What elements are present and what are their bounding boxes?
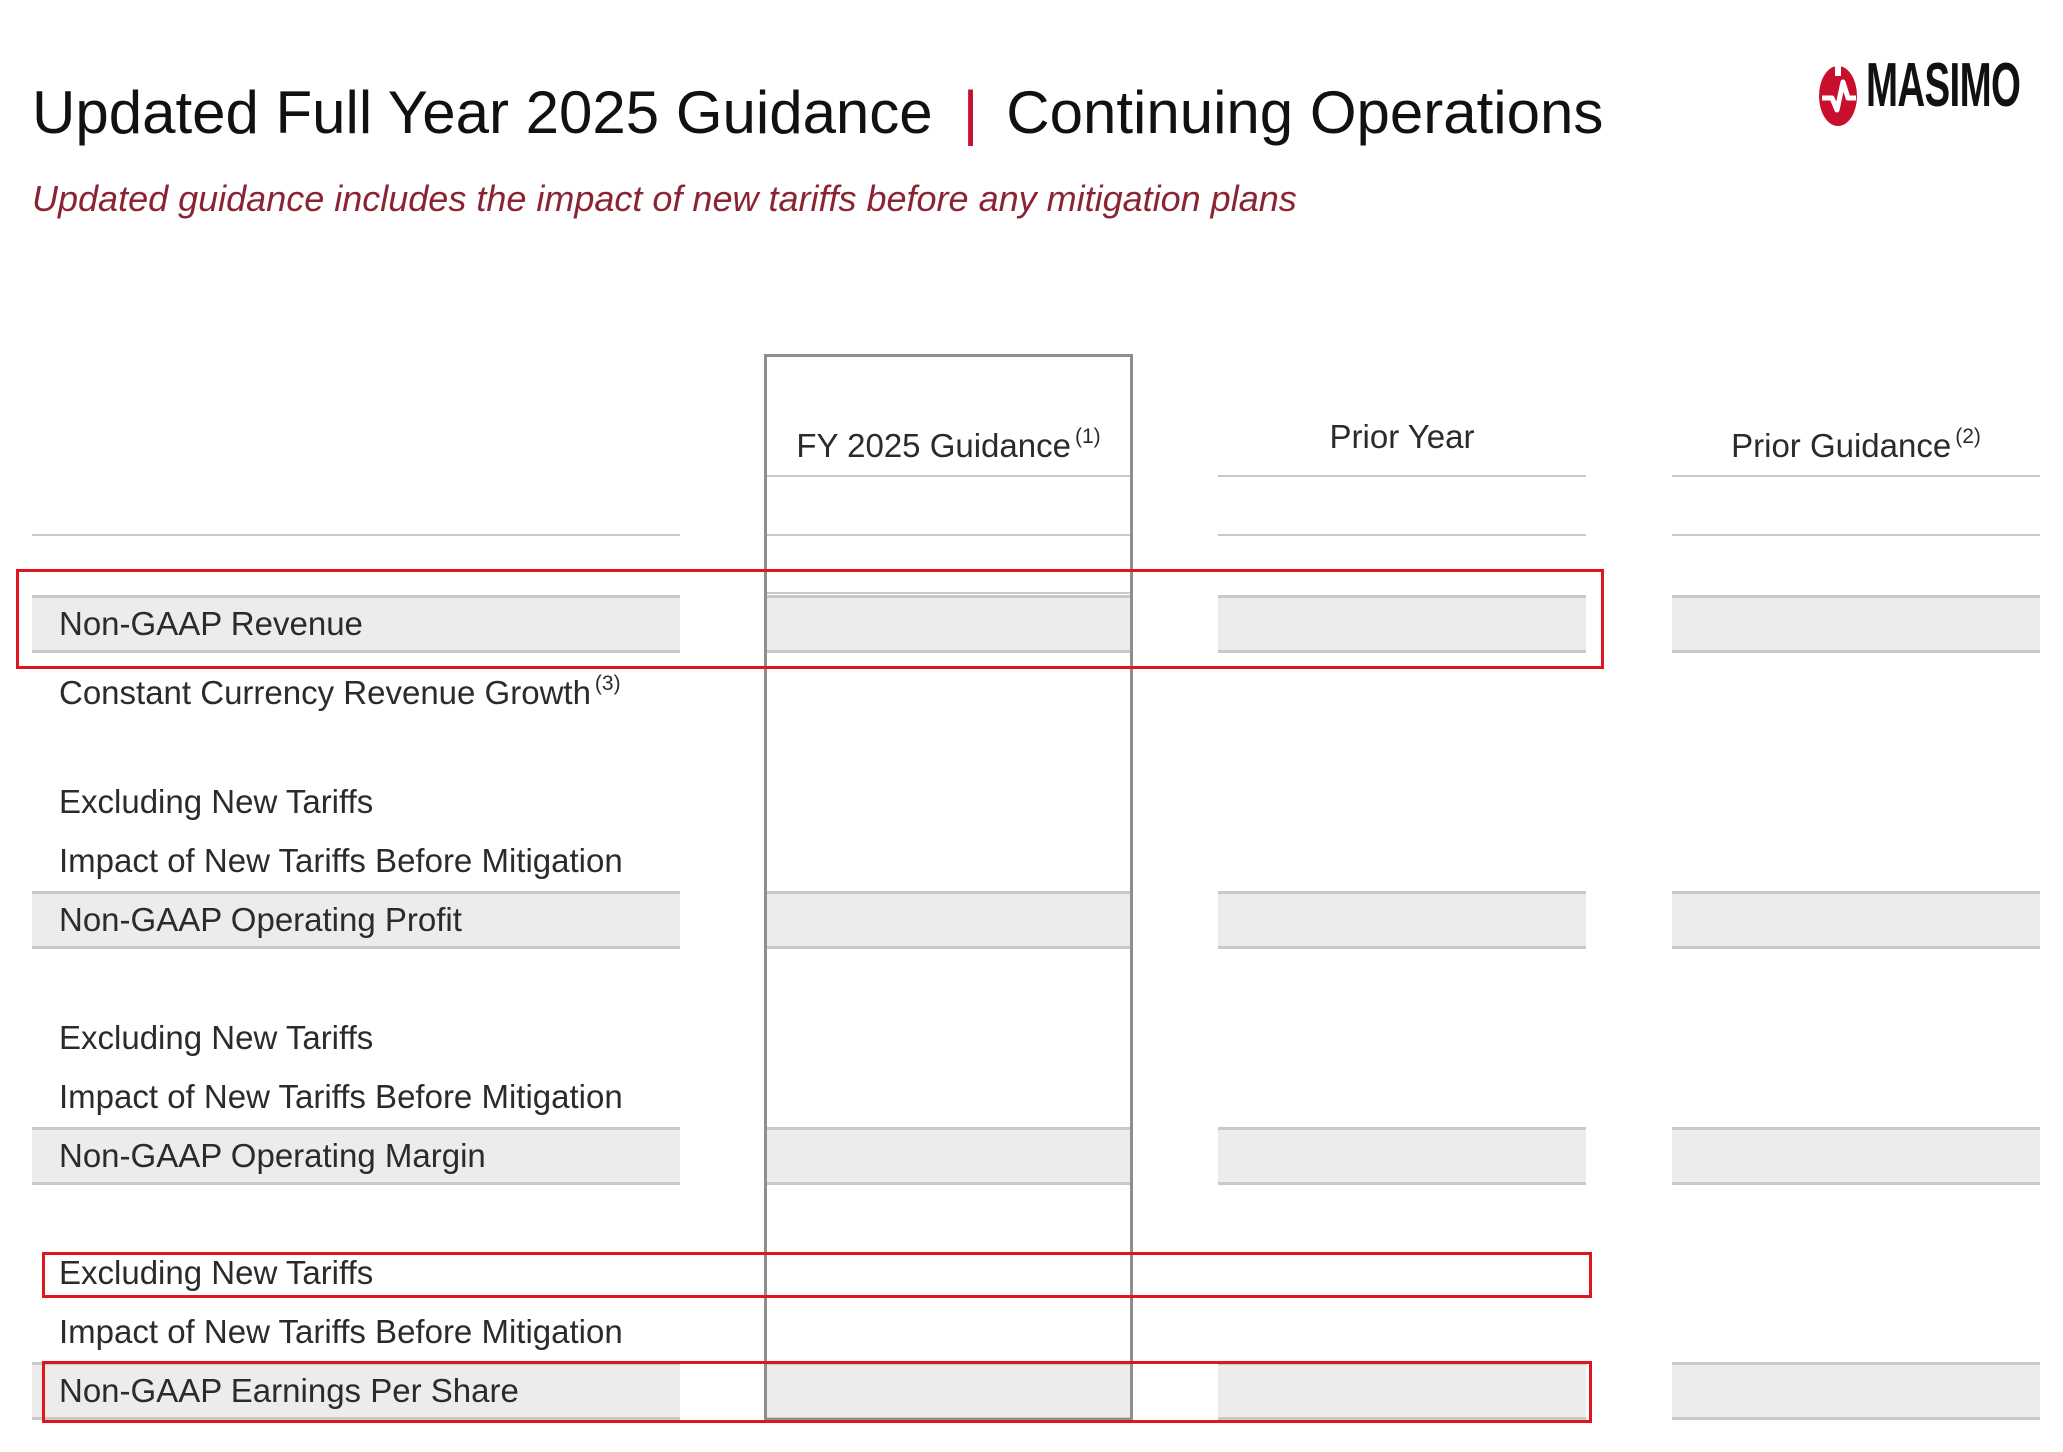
shaded-row-band — [32, 891, 680, 949]
shaded-row-band — [1218, 595, 1586, 653]
row-label: Excluding New Tariffs — [59, 1018, 373, 1058]
column-group-header-line2: Prior Guidance (2) — [1731, 417, 1981, 466]
guidance-box-left — [764, 354, 767, 1420]
footnote-marker: (2) — [1955, 425, 1981, 448]
shaded-row-band — [1218, 1127, 1586, 1185]
shaded-row-band — [1672, 595, 2040, 653]
header-rule — [765, 475, 1132, 477]
header-rule — [1218, 534, 1586, 536]
header-rule — [765, 592, 1132, 594]
row-label: Impact of New Tariffs Before Mitigation — [59, 841, 623, 881]
row-label: Non-GAAP Revenue — [59, 604, 363, 644]
guidance-box-top — [764, 354, 1133, 357]
footnote-marker: (1) — [1074, 425, 1101, 448]
header-rule — [1672, 534, 2040, 536]
row-label: Constant Currency Revenue Growth (3) — [59, 664, 621, 713]
shaded-row-band — [765, 891, 1132, 949]
shaded-row-band — [1672, 1362, 2040, 1420]
shaded-row-band — [32, 1127, 680, 1185]
shaded-row-band — [1218, 891, 1586, 949]
footnote-marker: (3) — [594, 672, 621, 695]
page-title: Updated Full Year 2025 Guidance | Continui… — [32, 78, 1603, 147]
row-label: Non-GAAP Operating Margin — [59, 1136, 486, 1176]
row-label-text: Non-GAAP Operating Profit — [59, 901, 462, 938]
row-label-text: Non-GAAP Revenue — [59, 605, 363, 642]
column-group-header-line2: FY 2025 Guidance (1) — [796, 417, 1100, 466]
highlight-box-eps-excluding — [42, 1252, 1592, 1298]
column-group-title: Prior Guidance — [1731, 427, 1952, 464]
page-subtitle: Updated guidance includes the impact of … — [32, 178, 1297, 219]
masimo-logo: MASIMO — [1818, 50, 2021, 130]
row-label-text: Excluding New Tariffs — [59, 783, 374, 820]
row-label-text: Impact of New Tariffs Before Mitigation — [59, 1078, 623, 1115]
row-label: Excluding New Tariffs — [59, 1253, 373, 1293]
shaded-row-band — [765, 595, 1132, 653]
guidance-box-right — [1130, 354, 1133, 1420]
shaded-row-band — [765, 1127, 1132, 1185]
shaded-row-band — [1672, 1127, 2040, 1185]
column-group-title: Prior Year — [1329, 418, 1475, 455]
header-rule — [765, 534, 1132, 536]
masimo-mark-icon — [1819, 56, 1857, 126]
row-label-text: Constant Currency Revenue Growth — [59, 674, 591, 711]
row-label: Excluding New Tariffs — [59, 782, 373, 822]
header-rule — [1218, 475, 1586, 477]
row-label-text: Non-GAAP Earnings Per Share — [59, 1372, 519, 1409]
highlight-box-revenue — [16, 569, 1604, 669]
row-label-text: Excluding New Tariffs — [59, 1254, 374, 1291]
row-label-text: Impact of New Tariffs Before Mitigation — [59, 1313, 623, 1350]
column-group-header-line2: Prior Year — [1330, 417, 1475, 457]
shaded-row-band — [32, 595, 680, 653]
row-label-text: Non-GAAP Operating Margin — [59, 1137, 486, 1174]
title-sub: Continuing Operations — [1006, 79, 1604, 146]
row-label: Impact of New Tariffs Before Mitigation — [59, 1312, 623, 1352]
highlight-box-eps — [42, 1361, 1592, 1423]
guidance-box-bottom — [764, 1418, 1133, 1421]
title-main: Updated Full Year 2025 Guidance — [32, 79, 933, 146]
row-label: Non-GAAP Operating Profit — [59, 900, 462, 940]
row-label-text: Impact of New Tariffs Before Mitigation — [59, 842, 623, 879]
column-group-title: FY 2025 Guidance — [796, 427, 1071, 464]
row-label-text: Excluding New Tariffs — [59, 1019, 374, 1056]
shaded-row-band — [1672, 891, 2040, 949]
header-rule — [1672, 475, 2040, 477]
logo-wordmark: MASIMO — [1866, 51, 2021, 120]
row-label: Non-GAAP Earnings Per Share — [59, 1371, 519, 1411]
header-rule — [32, 534, 680, 536]
row-label: Impact of New Tariffs Before Mitigation — [59, 1077, 623, 1117]
title-separator: | — [962, 79, 979, 146]
shaded-row-band — [32, 1362, 680, 1420]
